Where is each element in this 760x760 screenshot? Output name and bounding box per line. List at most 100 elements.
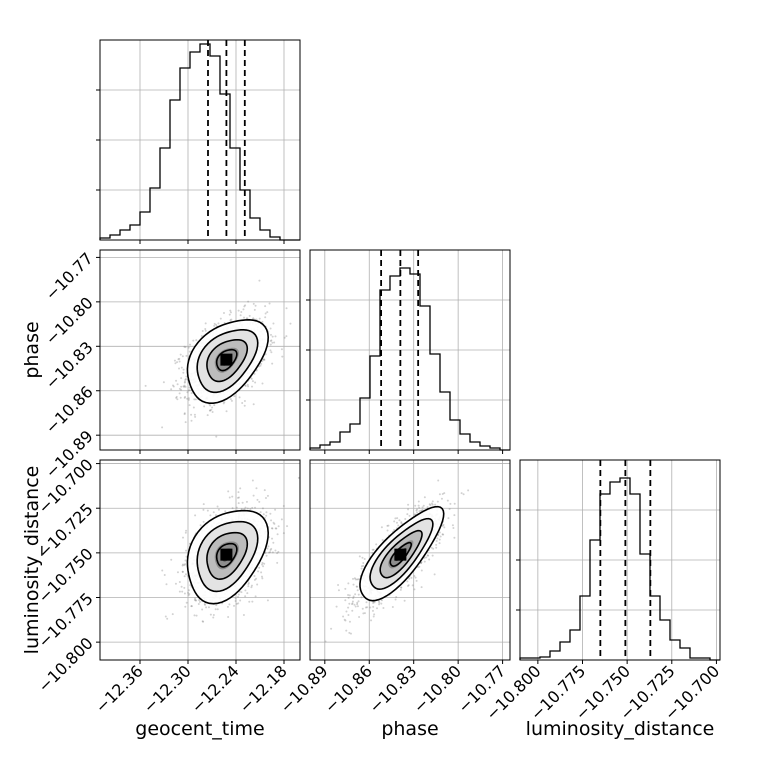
sample-point [253,578,256,581]
sample-point [204,603,207,606]
sample-point [351,602,354,605]
sample-point [262,565,265,568]
sample-point [375,607,378,610]
sample-point [181,570,184,573]
sample-point [229,319,232,322]
sample-point [235,602,238,605]
sample-point [246,383,249,386]
sample-point [422,504,425,507]
x-tick-label: −12.36 [92,661,147,716]
sample-point [343,618,346,621]
sample-point [183,381,186,384]
sample-point [183,396,186,399]
sample-point [362,612,365,615]
sample-point [172,385,175,388]
sample-point [207,606,210,609]
sample-point [378,603,381,606]
sample-point [270,351,273,354]
sample-point [408,577,411,580]
x-tick-label: −10.83 [365,661,420,716]
sample-point [286,525,289,528]
sample-point [266,311,269,314]
sample-point [194,597,197,600]
sample-point [271,362,274,365]
sample-point [362,561,365,564]
sample-point [188,350,191,353]
sample-point [183,380,186,383]
sample-point [180,585,183,588]
sample-point [373,613,376,616]
sample-point [175,379,178,382]
sample-point [398,519,401,522]
sample-point [259,364,262,367]
sample-point [418,565,421,568]
sample-point [178,360,181,363]
sample-point [335,605,338,608]
contour-line [215,542,238,568]
sample-point [400,522,403,525]
sample-point [247,582,250,585]
sample-point [183,575,186,578]
sample-point [399,588,402,591]
sample-point [380,602,383,605]
sample-point [372,615,375,618]
sample-point [217,322,220,325]
sample-point [242,614,245,617]
sample-point [282,532,285,535]
sample-point [235,506,238,509]
sample-point [276,533,279,536]
sample-point [426,554,429,557]
sample-point [201,620,204,623]
sample-point [380,526,383,529]
sample-point [181,570,184,573]
sample-point [260,362,263,365]
sample-point [440,497,443,500]
sample-point [184,395,187,398]
sample-point [213,324,216,327]
sample-point [250,586,253,589]
sample-point [243,316,246,319]
sample-point [239,599,242,602]
sample-point [363,558,366,561]
sample-point [423,496,426,499]
sample-point [247,300,250,303]
sample-point [209,409,212,412]
sample-point [182,368,185,371]
sample-point [187,594,190,597]
sample-point [251,506,254,509]
x-tick-label: −12.30 [140,661,195,716]
sample-point [226,605,229,608]
sample-point [184,605,187,608]
sample-point [185,354,188,357]
x-tick-label: −12.24 [188,661,243,716]
sample-point [171,613,174,616]
sample-point [242,308,245,311]
sample-point [438,542,441,545]
sample-point [416,511,419,514]
sample-point [413,574,416,577]
sample-point [437,479,440,482]
sample-point [263,489,266,492]
sample-point [252,403,255,406]
sample-point [411,584,414,587]
sample-point [344,587,347,590]
sample-point [182,385,185,388]
sample-point [187,389,190,392]
sample-point [184,379,187,382]
sample-point [199,524,202,527]
sample-point [274,508,277,511]
sample-point [180,388,183,391]
sample-point [264,312,267,315]
sample-point [393,520,396,523]
sample-point [370,619,373,622]
sample-point [254,304,257,307]
sample-point [394,517,397,520]
sample-point [400,586,403,589]
sample-point [240,311,243,314]
sample-point [438,538,441,541]
sample-point [277,525,280,528]
sample-point [262,358,265,361]
sample-point [403,599,406,602]
sample-point [240,591,243,594]
sample-point [209,514,212,517]
